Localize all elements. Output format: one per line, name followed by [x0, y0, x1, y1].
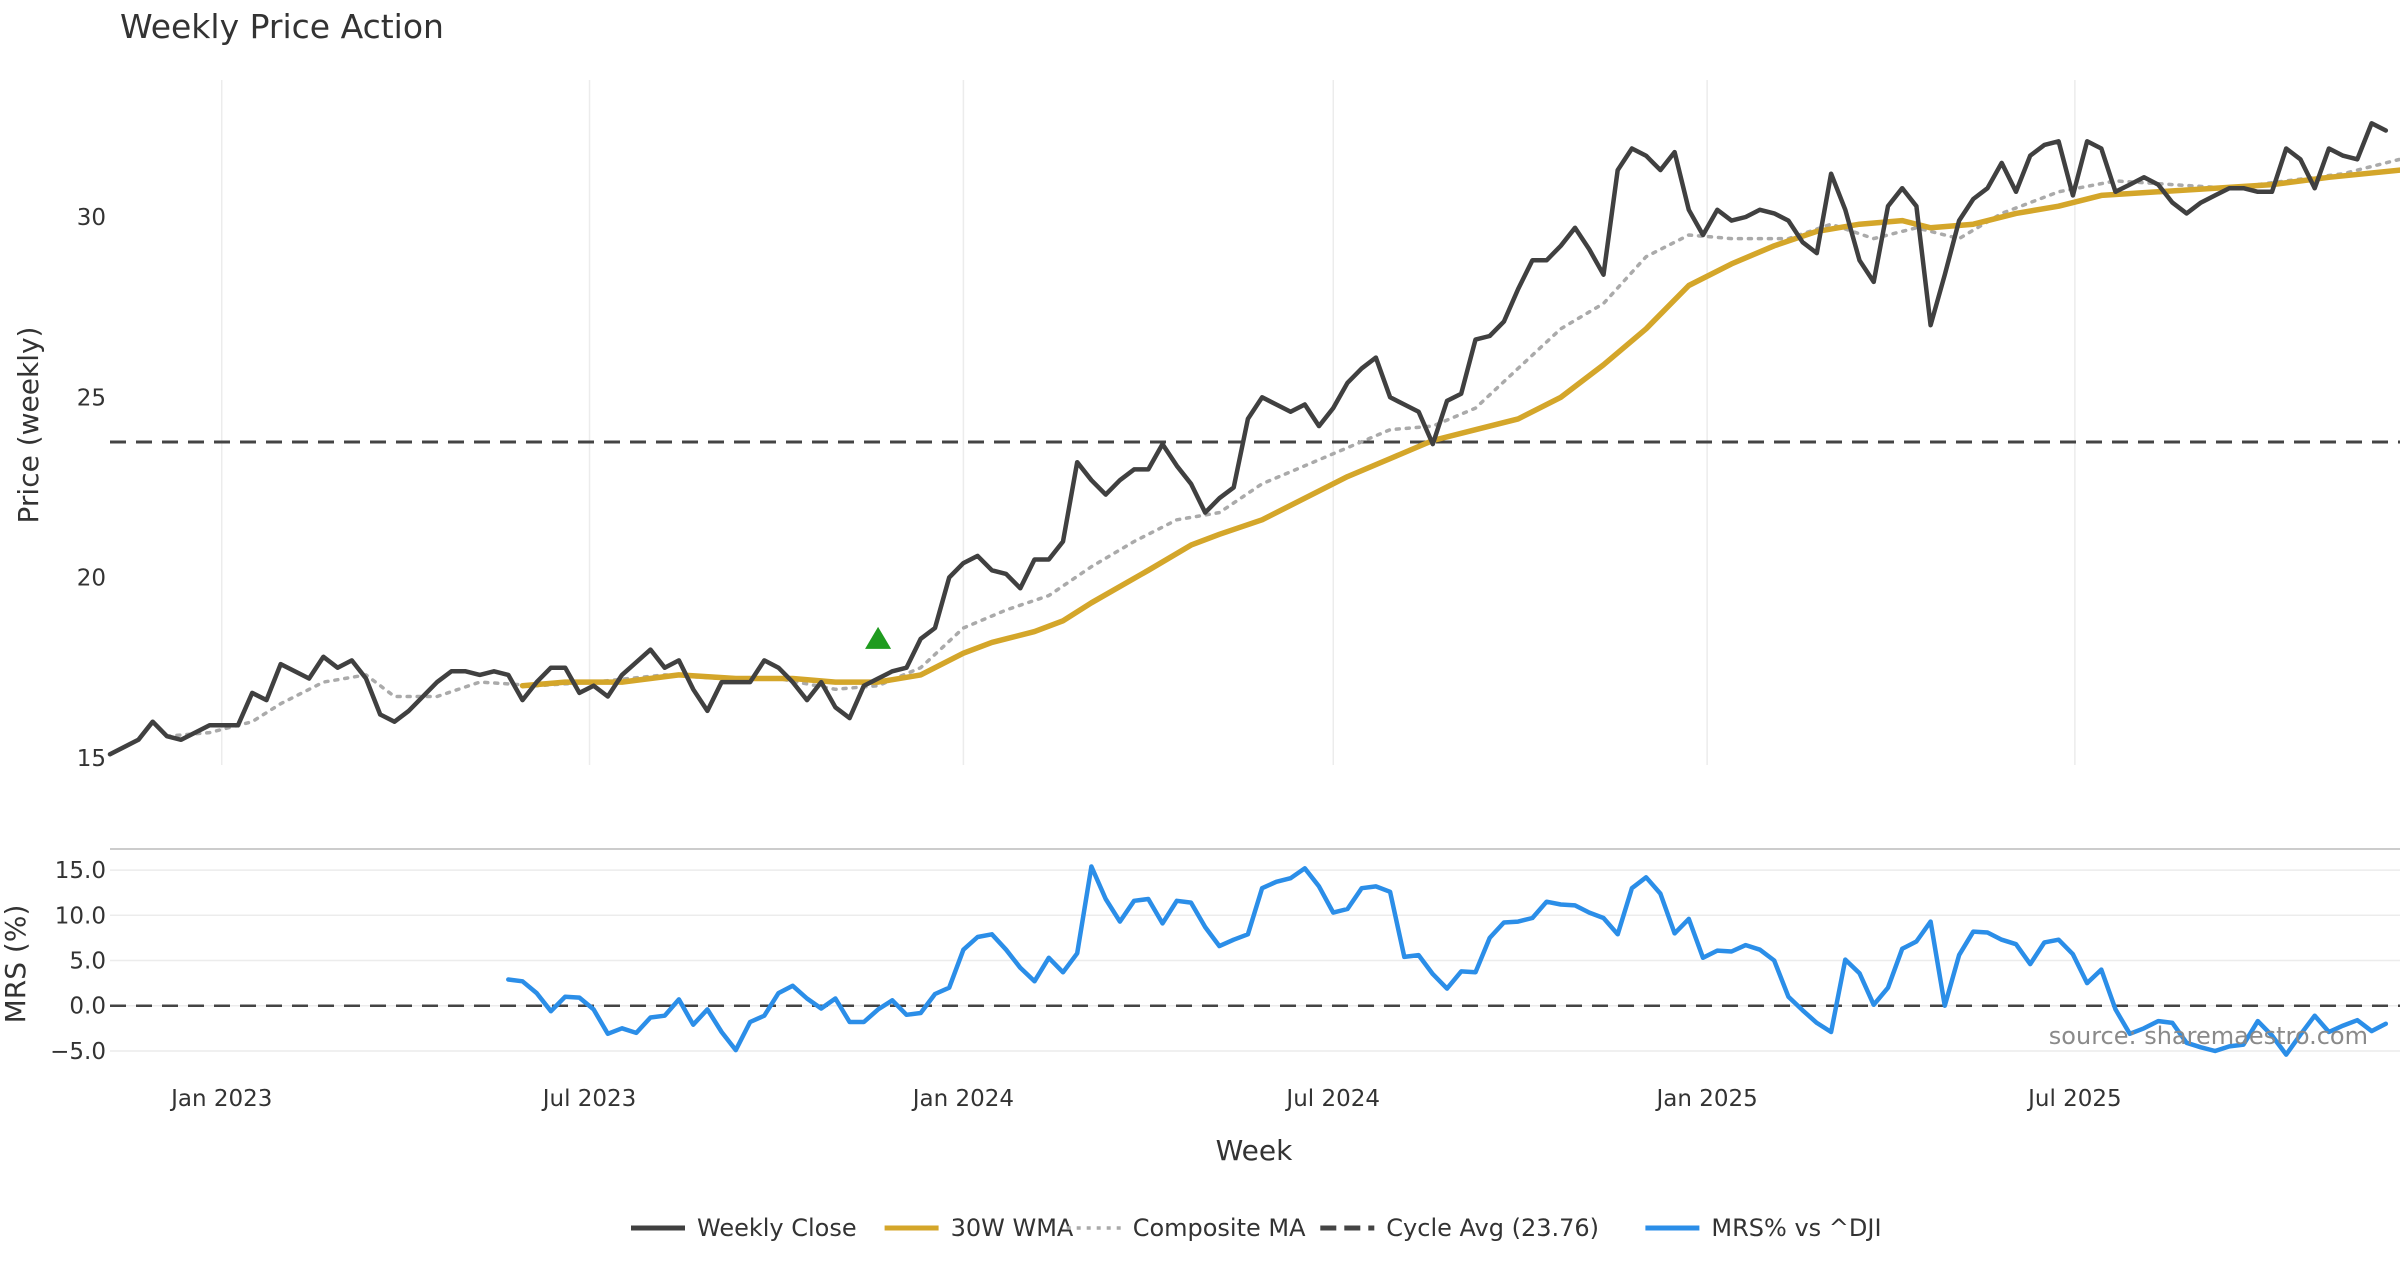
- x-axis-label: Week: [1216, 1134, 1293, 1167]
- mrs-y-tick-label: 0.0: [69, 994, 106, 1020]
- mrs-y-tick-label: 10.0: [55, 903, 106, 929]
- x-tick-label: Jul 2023: [541, 1086, 637, 1112]
- legend-label: MRS% vs ^DJI: [1711, 1214, 1881, 1242]
- x-tick-label: Jan 2024: [911, 1086, 1014, 1112]
- price-y-tick-label: 20: [77, 566, 106, 592]
- chart-title: Weekly Price Action: [120, 7, 444, 46]
- mrs-y-tick-label: 5.0: [69, 949, 106, 975]
- legend-label: Weekly Close: [697, 1214, 857, 1242]
- x-tick-label: Jan 2025: [1654, 1086, 1757, 1112]
- price-y-tick-label: 15: [77, 746, 106, 772]
- mrs-y-tick-label: 15.0: [55, 858, 106, 884]
- x-tick-label: Jan 2023: [169, 1086, 272, 1112]
- x-tick-label: Jul 2024: [1284, 1086, 1380, 1112]
- mrs-y-tick-label: −5.0: [50, 1039, 106, 1065]
- legend-label: 30W WMA: [951, 1214, 1074, 1242]
- legend-label: Cycle Avg (23.76): [1386, 1214, 1599, 1242]
- price-y-tick-label: 25: [77, 385, 106, 411]
- price-y-axis-label: Price (weekly): [12, 327, 45, 524]
- price-y-tick-label: 30: [77, 205, 106, 231]
- legend-label: Composite MA: [1133, 1214, 1306, 1242]
- mrs-y-axis-label: MRS (%): [0, 905, 32, 1024]
- source-credit: source: sharemaestro.com: [2049, 1022, 2368, 1050]
- x-tick-label: Jul 2025: [2026, 1086, 2122, 1112]
